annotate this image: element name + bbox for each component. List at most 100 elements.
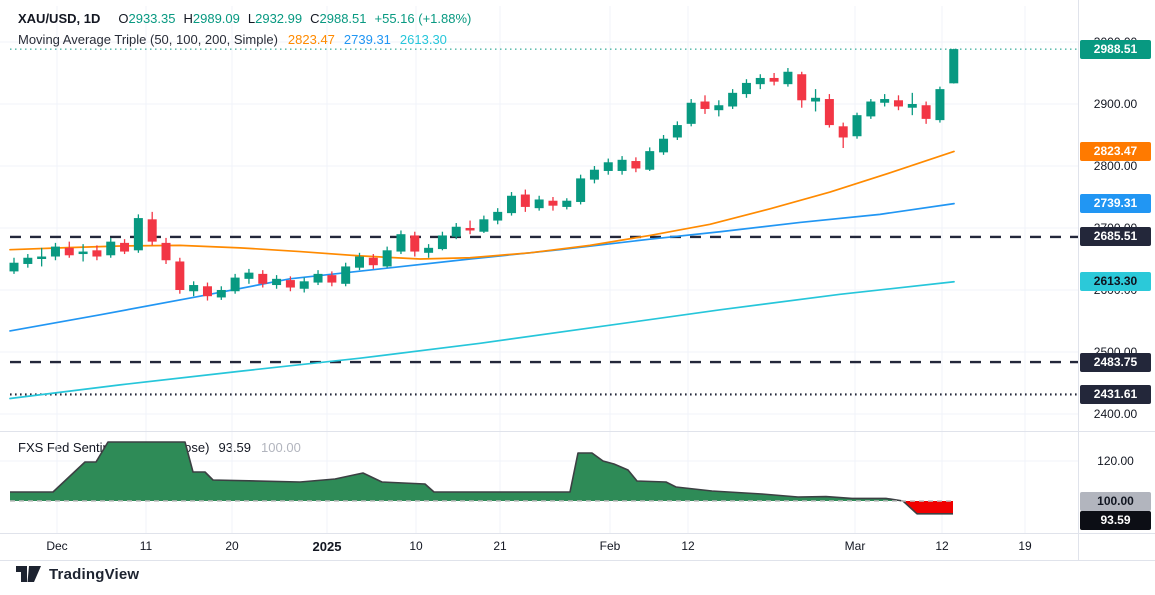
price-badge: 2739.31 — [1080, 194, 1151, 214]
candle-body — [147, 219, 157, 242]
price-axis-label: 2400.00 — [1093, 406, 1138, 421]
time-axis-label: 21 — [493, 539, 507, 553]
tradingview-logo-icon — [16, 566, 41, 582]
candle-body — [520, 194, 530, 207]
low-label: L — [247, 11, 256, 26]
open-label: O — [118, 11, 129, 26]
moving-average-line-200 — [9, 280, 955, 400]
symbol-title: XAU/USD, 1D — [18, 11, 101, 26]
candle-body — [659, 138, 669, 153]
change-value: +55.16 (+1.88%) — [374, 11, 472, 26]
time-axis-label: Mar — [844, 539, 866, 553]
candle-body — [355, 256, 364, 268]
candle-body — [576, 178, 586, 202]
candle-body — [424, 247, 434, 253]
candle-body — [728, 92, 738, 107]
ma-legend-row[interactable]: Moving Average Triple (50, 100, 200, Sim… — [18, 29, 471, 50]
candle-body — [437, 235, 447, 250]
candle-body — [617, 159, 627, 171]
candle-body — [327, 275, 337, 283]
time-axis-label: 12 — [935, 539, 949, 553]
candle-body — [92, 250, 102, 257]
candle-body — [341, 266, 351, 284]
price-badge: 2823.47 — [1080, 141, 1151, 161]
sub-price-badge: 93.59 — [1080, 510, 1151, 530]
candle-body — [672, 125, 682, 138]
tradingview-logo[interactable]: TradingView — [16, 566, 139, 583]
time-axis-label: 10 — [409, 539, 423, 553]
chart-legend[interactable]: XAU/USD, 1D O2933.35 H2989.09 L2932.99 C2988… — [18, 8, 471, 50]
candle-body — [548, 200, 558, 206]
candle-body — [465, 228, 475, 231]
candle-body — [741, 82, 751, 95]
candle-body — [202, 286, 212, 297]
candle-body — [631, 161, 641, 169]
candle-body — [479, 219, 489, 232]
high-value: 2989.09 — [192, 11, 240, 26]
time-axis-label: 19 — [1018, 539, 1032, 553]
sub-price-badge: 100.00 — [1080, 491, 1151, 511]
moving-average-line-50 — [9, 150, 955, 260]
candle-body — [230, 277, 240, 292]
sentiment-line — [10, 441, 953, 515]
candle-body — [893, 100, 903, 107]
symbol-legend-row[interactable]: XAU/USD, 1D O2933.35 H2989.09 L2932.99 C2988… — [18, 8, 471, 29]
time-axis-label: Feb — [599, 539, 621, 553]
candle-body — [37, 256, 47, 259]
tradingview-logo-text: TradingView — [49, 566, 140, 583]
candle-body — [299, 281, 309, 289]
candle-body — [921, 105, 931, 119]
candle-body — [313, 273, 323, 283]
ma50-value: 2823.47 — [287, 32, 335, 47]
candle-body — [396, 234, 406, 252]
candle-body — [78, 251, 88, 255]
candle-body — [700, 101, 710, 109]
candle-body — [285, 280, 295, 288]
price-axis-label: 2900.00 — [1093, 96, 1138, 111]
price-badge: 2613.30 — [1080, 272, 1151, 292]
candle-body — [589, 169, 599, 180]
candle-body — [258, 273, 268, 284]
ma-indicator-title: Moving Average Triple (50, 100, 200, Sim… — [18, 32, 278, 47]
candle-body — [755, 77, 765, 85]
time-axis-label: 2025 — [312, 539, 342, 554]
candle-body — [811, 97, 821, 102]
candle-body — [175, 261, 185, 290]
candle-body — [493, 211, 503, 221]
candle-body — [133, 218, 143, 251]
close-label: C — [310, 11, 320, 26]
candle-body — [451, 226, 461, 237]
price-badge: 2431.61 — [1080, 384, 1151, 404]
candle-body — [838, 126, 848, 138]
candle-body — [949, 49, 959, 84]
candle-body — [244, 272, 254, 279]
candle-body — [714, 105, 724, 111]
candle-body — [120, 242, 130, 252]
sub-axis-label: 120.00 — [1097, 453, 1134, 468]
candle-body — [23, 257, 33, 264]
price-badge: 2988.51 — [1080, 39, 1151, 59]
candle-body — [783, 71, 793, 85]
candle-body — [9, 262, 19, 272]
candle-body — [534, 199, 544, 209]
candle-body — [797, 74, 807, 101]
price-axis-label: 2800.00 — [1093, 158, 1138, 173]
ma200-value: 2613.30 — [399, 32, 447, 47]
candle-body — [382, 250, 392, 267]
candle-body — [686, 102, 696, 124]
candle-body — [507, 195, 517, 214]
price-badge: 2483.75 — [1080, 352, 1151, 372]
candle-body — [161, 242, 171, 261]
low-value: 2932.99 — [255, 11, 303, 26]
sentiment-baseline-value: 100.00 — [261, 440, 301, 455]
time-axis-label: 20 — [225, 539, 239, 553]
high-label: H — [183, 11, 193, 26]
candle-body — [907, 104, 917, 108]
candle-body — [189, 285, 199, 292]
time-axis-label: 12 — [681, 539, 695, 553]
candle-body — [106, 241, 116, 256]
sentiment-area-positive — [10, 442, 953, 501]
candle-body — [64, 247, 74, 256]
